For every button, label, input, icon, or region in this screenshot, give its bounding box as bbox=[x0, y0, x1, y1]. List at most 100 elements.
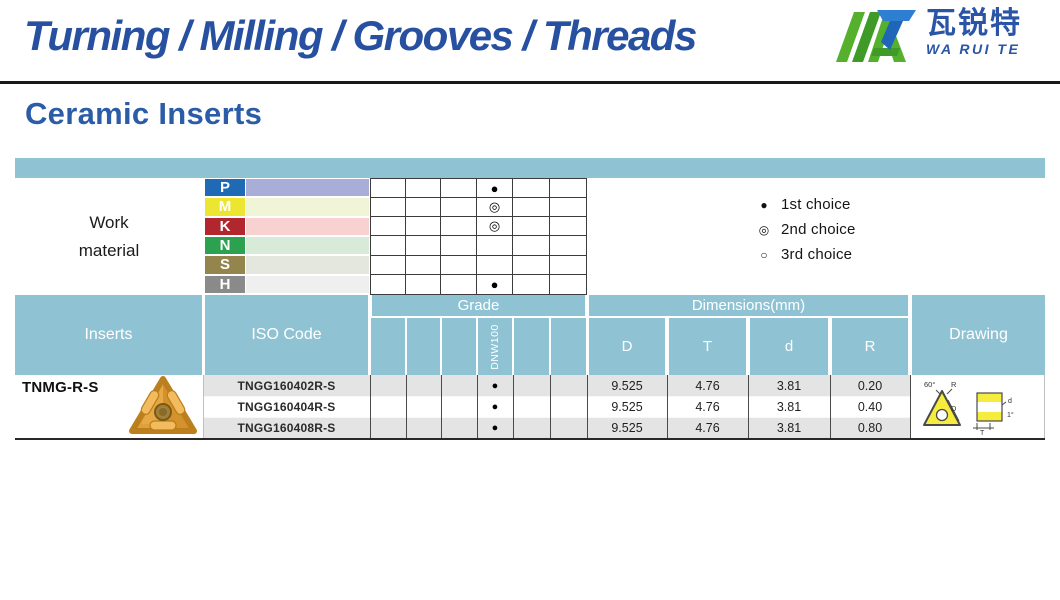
grade-empty-cell bbox=[441, 375, 477, 396]
company-logo: 瓦锐特 WA RUI TE bbox=[830, 4, 1022, 66]
grade-name-label: DNW100 bbox=[489, 323, 502, 370]
grade-empty-cell bbox=[370, 397, 406, 417]
table-row: TNGG160404R-S ● 9.525 4.76 3.81 0.40 bbox=[203, 396, 910, 417]
work-grid-marker-cell: ● bbox=[477, 274, 513, 294]
table-vline bbox=[667, 375, 668, 438]
grade-empty-cell bbox=[406, 397, 441, 417]
grade-subheader-cell bbox=[371, 318, 405, 375]
work-grid-cell bbox=[550, 198, 586, 218]
work-grid-marker-cell: ◎ bbox=[477, 198, 513, 218]
table-top-band bbox=[15, 158, 1045, 178]
work-material-band-column bbox=[246, 179, 369, 293]
work-grid-cell bbox=[513, 255, 550, 275]
legend-label: 2nd choice bbox=[781, 221, 856, 238]
work-grid-cell bbox=[441, 179, 477, 199]
work-material-code-H: H bbox=[205, 275, 245, 293]
header-divider bbox=[0, 81, 1060, 84]
grade-empty-cell bbox=[441, 418, 477, 438]
work-material-code-K: K bbox=[205, 217, 245, 235]
table-row: TNGG160402R-S ● 9.525 4.76 3.81 0.20 bbox=[203, 375, 910, 396]
grade-marker-cell: ● bbox=[491, 401, 499, 413]
work-material-band-H bbox=[246, 275, 369, 293]
work-material-band-M bbox=[246, 198, 369, 216]
work-grid-cell bbox=[550, 179, 586, 199]
dim-col-header: T bbox=[669, 318, 746, 375]
grade-subheader-cell bbox=[407, 318, 440, 375]
work-grid-cell bbox=[513, 236, 550, 256]
legend-item: ○ 3rd choice bbox=[757, 246, 856, 263]
header-drawing: Drawing bbox=[912, 295, 1045, 375]
grade-empty-cell bbox=[406, 375, 441, 396]
logo-latin-name: WA RUI TE bbox=[926, 41, 1021, 57]
work-grid-cell bbox=[513, 198, 550, 218]
drawing-cell: 60° R D d 1° T bbox=[911, 375, 1045, 438]
work-material-band-N bbox=[246, 236, 369, 255]
grade-empty-cell bbox=[370, 418, 406, 438]
work-grid-cell bbox=[513, 217, 550, 237]
work-grid-cell bbox=[371, 179, 406, 199]
drawing-radius-label: R bbox=[951, 380, 957, 389]
legend-symbol: ● bbox=[760, 197, 768, 212]
work-grid-cell bbox=[441, 217, 477, 237]
header-iso-code: ISO Code bbox=[205, 295, 368, 375]
table-vline bbox=[830, 375, 831, 438]
work-grid-cell bbox=[406, 236, 441, 256]
work-material-code-P: P bbox=[205, 179, 245, 197]
insert-photo bbox=[129, 376, 197, 434]
dim-value-cell: 4.76 bbox=[695, 400, 720, 414]
grade-empty-cell bbox=[441, 397, 477, 417]
work-material-band-K bbox=[246, 217, 369, 235]
technical-drawing: 60° R D d 1° T bbox=[923, 380, 1014, 436]
legend-item: ● 1st choice bbox=[757, 196, 856, 213]
work-grid-cell bbox=[477, 236, 513, 256]
table-vline bbox=[587, 375, 588, 438]
grade-empty-cell bbox=[550, 375, 587, 396]
dim-value-cell: 0.40 bbox=[857, 400, 883, 414]
grade-subheader-cell bbox=[551, 318, 586, 375]
choice-legend: ● 1st choice ◎ 2nd choice ○ 3rd choice bbox=[757, 196, 856, 263]
table-vline bbox=[910, 375, 911, 438]
iso-code-cell: TNGG160408R-S bbox=[237, 421, 336, 435]
work-grid-cell bbox=[406, 217, 441, 237]
work-grid-cell bbox=[441, 255, 477, 275]
dim-value-cell: 3.81 bbox=[776, 421, 802, 435]
page-headline: Turning / Milling / Grooves / Threads bbox=[24, 12, 697, 59]
iso-code-cell: TNGG160404R-S bbox=[237, 400, 336, 414]
work-grid-cell bbox=[406, 198, 441, 218]
dim-value-cell: 9.525 bbox=[611, 378, 643, 393]
work-material-code-S: S bbox=[205, 256, 245, 274]
legend-symbol: ◎ bbox=[758, 222, 770, 237]
dim-value-cell: 3.81 bbox=[776, 400, 802, 414]
drawing-taper-label: 1° bbox=[1007, 411, 1014, 419]
dim-value-cell: 0.80 bbox=[857, 421, 883, 435]
work-grid-cell bbox=[371, 255, 406, 275]
table-vline bbox=[748, 375, 749, 438]
grade-empty-cell bbox=[550, 418, 587, 438]
table-vline bbox=[441, 375, 442, 438]
table-vline-light bbox=[1044, 375, 1045, 438]
grade-marker-cell: ● bbox=[491, 422, 499, 434]
work-grid-cell bbox=[513, 179, 550, 199]
dim-value-cell: 9.525 bbox=[611, 400, 643, 414]
work-grid-cell bbox=[371, 217, 406, 237]
work-grid-cell bbox=[550, 236, 586, 256]
work-material-label: Work material bbox=[15, 178, 203, 295]
header-inserts: Inserts bbox=[15, 295, 202, 375]
dim-col-header: d bbox=[750, 318, 828, 375]
table-body: TNGG160402R-S ● 9.525 4.76 3.81 0.20 TNGG16040… bbox=[203, 375, 910, 438]
work-grid-marker-cell: ◎ bbox=[477, 217, 513, 237]
dim-value-cell: 0.20 bbox=[857, 378, 883, 393]
header-grade: Grade bbox=[372, 295, 585, 316]
grade-empty-cell bbox=[513, 418, 550, 438]
dim-value-cell: 9.525 bbox=[611, 421, 643, 435]
table-vline bbox=[513, 375, 514, 438]
work-material-label-line1: Work bbox=[89, 212, 129, 232]
work-grid-cell bbox=[550, 275, 586, 294]
dim-col-header: D bbox=[589, 318, 665, 375]
work-grid-cell bbox=[477, 255, 513, 275]
work-grid-marker-cell: ● bbox=[477, 179, 513, 199]
work-material-band-P bbox=[246, 179, 369, 197]
work-grid-cell bbox=[550, 256, 586, 275]
